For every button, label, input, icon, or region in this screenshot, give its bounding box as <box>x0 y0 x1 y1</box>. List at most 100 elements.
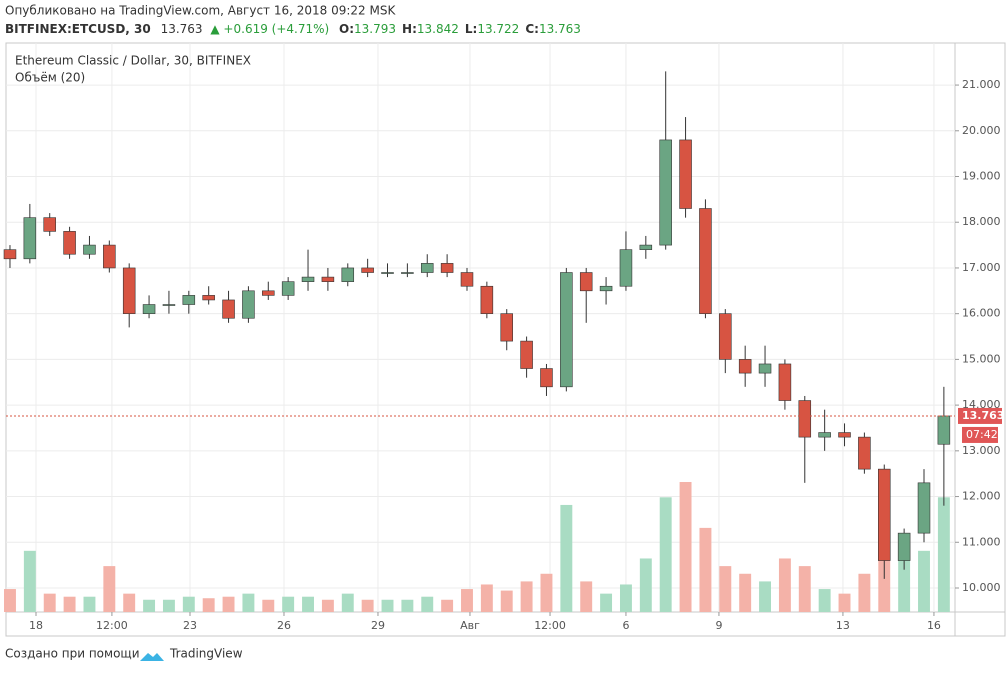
ohlc-label: O: <box>339 22 354 36</box>
candle-body <box>222 299 235 319</box>
footer-made-with: Создано при помощи <box>5 647 140 661</box>
ohlc-value: 13.793 <box>354 22 396 36</box>
candle-body <box>480 285 494 314</box>
candle-body <box>858 436 871 470</box>
candle-body <box>818 432 831 438</box>
candle-body <box>937 415 951 445</box>
volume-bar <box>83 596 96 612</box>
candle-body <box>917 482 931 534</box>
candle-body <box>878 468 891 561</box>
y-tick-label: 13.000 <box>962 444 1001 457</box>
volume-bar <box>759 581 772 612</box>
x-tick-label: 6 <box>622 619 629 632</box>
countdown-box <box>962 426 998 443</box>
candle-body <box>182 295 196 305</box>
candle-body <box>301 276 315 282</box>
y-tick-label: 21.000 <box>962 78 1001 91</box>
candle-body <box>381 272 394 274</box>
chart-frame <box>5 42 1006 637</box>
volume-bar <box>778 558 791 612</box>
volume-bar <box>182 596 195 612</box>
x-tick-label: 29 <box>371 619 385 632</box>
volume-bar <box>898 543 911 612</box>
x-tick-label: 12:00 <box>96 619 128 632</box>
volume-bar <box>441 599 454 612</box>
candle-body <box>262 290 275 296</box>
y-tick-label: 15.000 <box>962 352 1001 365</box>
published-line: Опубликовано на TradingView.com, Август … <box>5 4 396 18</box>
candle-body <box>619 249 633 287</box>
volume-bar <box>321 599 334 612</box>
candle-body <box>341 267 355 282</box>
volume-bar <box>619 584 632 612</box>
y-tick-label: 11.000 <box>962 535 1001 548</box>
volume-bar <box>262 599 275 612</box>
candle-body <box>460 272 474 287</box>
candle-body <box>281 281 295 296</box>
candle-body <box>838 432 851 438</box>
volume-bar <box>858 573 871 612</box>
volume-bar <box>937 497 950 612</box>
volume-bar <box>23 550 36 612</box>
volume-bar <box>222 596 235 612</box>
volume-bar <box>341 593 354 612</box>
volume-bar <box>580 581 593 612</box>
volume-bar <box>699 527 712 612</box>
change: ▲ +0.619 (+4.71%) <box>210 22 329 36</box>
candle-body <box>142 304 156 314</box>
candle-body <box>798 400 812 438</box>
ohlc-value: 13.763 <box>539 22 581 36</box>
volume-bar <box>600 593 613 612</box>
x-tick-label: 9 <box>715 619 722 632</box>
symbol-line: BITFINEX:ETCUSD, 30 13.763 ▲ +0.619 (+4.… <box>5 22 581 36</box>
ohlc-value: 13.722 <box>477 22 519 36</box>
candle-body <box>321 276 335 282</box>
volume-bar <box>143 599 156 612</box>
y-tick-label: 18.000 <box>962 215 1001 228</box>
volume-bar <box>282 596 295 612</box>
volume-bar <box>401 599 414 612</box>
volume-bar <box>162 599 175 612</box>
volume-bar <box>123 593 136 612</box>
countdown-label: 07:42 <box>966 428 998 441</box>
volume-bar <box>421 596 434 612</box>
candle-body <box>738 359 752 374</box>
footer-brand[interactable]: TradingView <box>169 647 243 661</box>
last-price-box <box>958 407 1002 424</box>
candle-body <box>440 263 454 273</box>
candle-body <box>202 295 215 301</box>
y-tick-label: 16.000 <box>962 307 1001 320</box>
candle-body <box>540 368 553 388</box>
candle-body <box>242 290 255 319</box>
volume-bar <box>679 482 692 612</box>
x-tick-label: 18 <box>29 619 43 632</box>
symbol: BITFINEX:ETCUSD, 30 <box>5 22 151 36</box>
x-tick-label: Авг <box>460 619 480 632</box>
candle-body <box>560 272 573 388</box>
price: 13.763 <box>161 22 203 36</box>
volume-bar <box>361 599 374 612</box>
candle-body <box>659 139 672 246</box>
volume-bar <box>659 497 672 612</box>
volume-bar <box>918 550 930 612</box>
volume-bar <box>242 593 255 612</box>
volume-bar <box>302 596 314 612</box>
candle-body <box>162 304 176 306</box>
y-tick-label: 17.000 <box>962 261 1001 274</box>
candle-body <box>103 244 116 269</box>
candle-body <box>83 244 96 255</box>
candle-body <box>401 272 414 274</box>
x-tick-label: 13 <box>836 619 850 632</box>
y-tick-label: 12.000 <box>962 490 1001 503</box>
volume-bar <box>461 589 473 612</box>
candle-body <box>778 363 792 401</box>
candle-body <box>43 217 56 232</box>
chart-title: Ethereum Classic / Dollar, 30, BITFINEX <box>15 54 251 68</box>
ohlc-label: L: <box>465 22 477 36</box>
x-tick-label: 26 <box>277 619 291 632</box>
candle-body <box>63 231 76 255</box>
volume-bar <box>4 589 16 612</box>
volume-bar <box>540 573 553 612</box>
candle-body <box>699 208 712 314</box>
ohlc-label: H: <box>402 22 417 36</box>
